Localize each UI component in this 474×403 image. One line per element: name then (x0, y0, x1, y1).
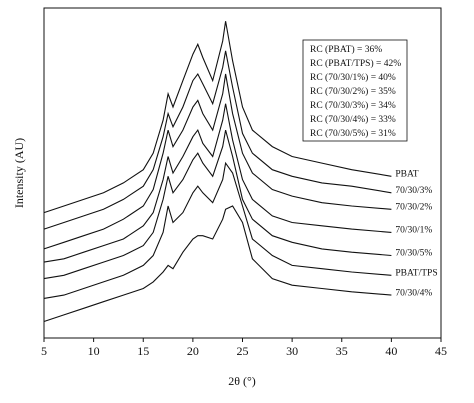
legend-annotation: RC (PBAT/TPS) = 42% (310, 58, 401, 69)
series-label: PBAT (395, 169, 418, 179)
xrd-curve (43, 205, 392, 323)
series-label: PBAT/TPS (395, 268, 437, 278)
xrd-curve (43, 50, 392, 230)
legend-box (302, 39, 408, 142)
legend-annotation: RC (70/30/5%) = 31% (310, 128, 396, 139)
xrd-curve (43, 161, 392, 299)
x-tick-label: 10 (88, 344, 100, 358)
legend-annotation: RC (PBAT) = 36% (310, 44, 382, 55)
x-tick-label: 35 (336, 344, 348, 358)
x-tick-label: 20 (187, 344, 199, 358)
series-label: 70/30/1% (395, 226, 432, 236)
x-axis-label: 2θ (°) (228, 374, 256, 388)
series-label: 70/30/5% (395, 249, 432, 259)
xrd-curve (43, 73, 392, 250)
series-label: 70/30/4% (395, 288, 432, 298)
legend-annotation: RC (70/30/2%) = 35% (310, 86, 396, 97)
series-label: 70/30/2% (395, 202, 432, 212)
x-tick-label: 25 (237, 344, 249, 358)
x-tick-label: 30 (286, 344, 298, 358)
x-tick-label: 45 (435, 344, 447, 358)
y-axis-label: Intensity (AU) (12, 138, 26, 208)
x-tick-label: 40 (385, 344, 397, 358)
legend-annotation: RC (70/30/3%) = 34% (310, 100, 396, 111)
xrd-curve (43, 103, 392, 263)
xrd-curve (43, 21, 392, 214)
x-tick-label: 15 (137, 344, 149, 358)
xrd-curve (43, 129, 392, 280)
series-label: 70/30/3% (395, 186, 432, 196)
x-tick-label: 5 (41, 344, 47, 358)
legend-annotation: RC (70/30/1%) = 40% (310, 72, 396, 83)
legend-annotation: RC (70/30/4%) = 33% (310, 114, 396, 125)
